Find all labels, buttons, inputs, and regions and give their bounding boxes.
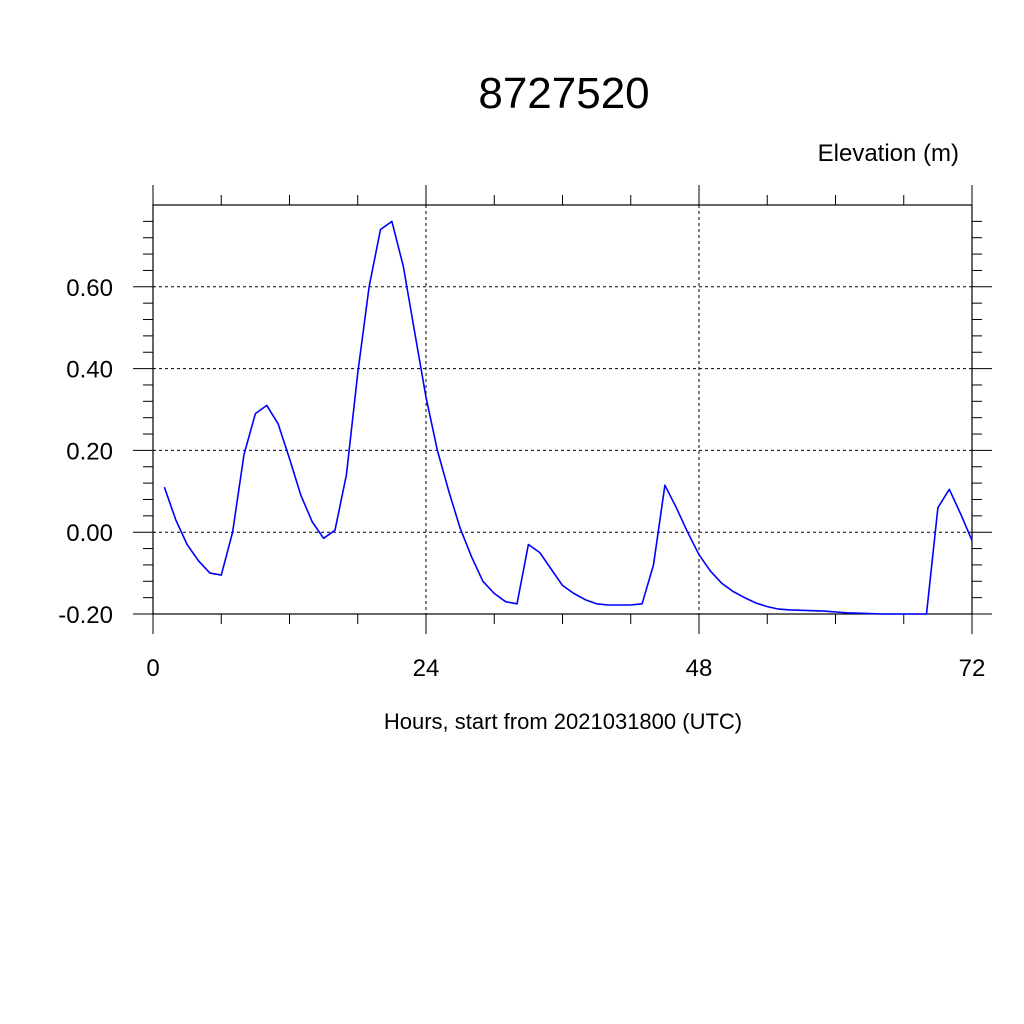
y-axis-label: Elevation (m): [818, 140, 959, 167]
x-tick-label: 0: [146, 655, 159, 682]
y-tick-label: 0.60: [66, 275, 113, 302]
y-tick-labels: -0.20 0.00 0.20 0.40 0.60: [58, 275, 113, 629]
series-line: [163, 220, 973, 615]
y-tick-label: 0.20: [66, 438, 113, 465]
chart-title: 8727520: [478, 69, 649, 118]
x-tick-labels: 0 24 48 72: [146, 655, 985, 682]
x-axis-label: Hours, start from 2021031800 (UTC): [384, 709, 742, 734]
series-group: [163, 220, 973, 615]
y-tick-label: 0.40: [66, 357, 113, 384]
y-tick-label: -0.20: [58, 602, 113, 629]
x-tick-label: 72: [959, 655, 986, 682]
grid-lines: [153, 205, 972, 615]
x-tick-label: 24: [413, 655, 440, 682]
plot-frame: [152, 204, 973, 615]
axis-ticks: [133, 185, 992, 634]
x-tick-label: 48: [686, 655, 713, 682]
y-tick-label: 0.00: [66, 520, 113, 547]
